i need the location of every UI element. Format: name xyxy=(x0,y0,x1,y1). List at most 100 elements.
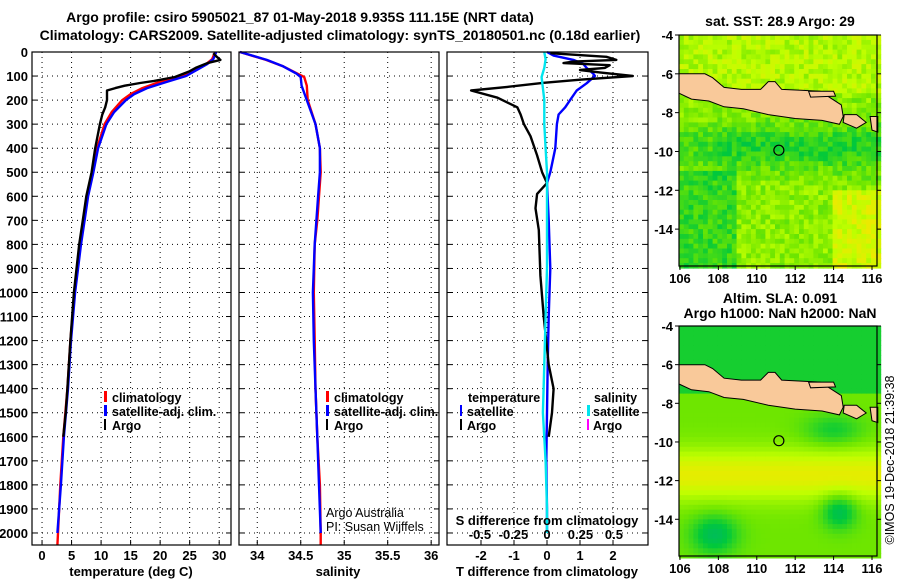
map-cell xyxy=(784,73,790,80)
map-cell xyxy=(803,117,810,123)
map-cell xyxy=(779,475,786,482)
map-cell xyxy=(856,136,862,143)
map-cell xyxy=(808,345,814,351)
map-cell xyxy=(683,166,690,172)
map-cell xyxy=(871,543,877,549)
map-cell xyxy=(799,122,805,128)
map-cell xyxy=(770,451,776,457)
map-cell xyxy=(727,475,733,482)
map-cell xyxy=(842,107,848,114)
map-cell xyxy=(861,519,867,525)
map-cell xyxy=(851,69,858,75)
map-cell xyxy=(727,156,733,162)
map-cell xyxy=(861,364,867,371)
map-cell xyxy=(712,73,718,80)
map-cell xyxy=(736,122,742,128)
map-cell xyxy=(698,499,704,506)
legend-swatch-t-argo xyxy=(460,419,462,430)
map-cell xyxy=(794,345,800,351)
map-cell xyxy=(751,543,757,549)
map-cell xyxy=(818,39,824,46)
map-cell xyxy=(741,39,747,46)
map-cell xyxy=(731,59,738,65)
lat-tick-label: -12 xyxy=(654,183,673,198)
map-cell xyxy=(746,446,752,453)
map-cell xyxy=(688,461,694,467)
map-cell xyxy=(770,432,776,438)
map-cell xyxy=(683,485,690,491)
map-cell xyxy=(751,369,757,375)
map-cell xyxy=(683,495,690,501)
map-cell xyxy=(679,243,685,250)
legend-swatch-climatology xyxy=(326,391,329,402)
map-cell xyxy=(727,117,733,123)
map-cell xyxy=(847,330,853,337)
map-cell xyxy=(683,519,690,525)
map-cell xyxy=(755,330,762,337)
map-cell xyxy=(736,141,742,148)
map-cell xyxy=(832,88,838,94)
map-cell xyxy=(712,427,718,433)
map-cell xyxy=(760,403,766,409)
map-cell xyxy=(770,519,776,525)
map-cell xyxy=(770,350,776,356)
map-cell xyxy=(755,83,762,89)
map-cell xyxy=(794,166,800,172)
map-cell xyxy=(832,548,838,554)
map-cell xyxy=(755,504,762,511)
map-cell xyxy=(847,204,853,211)
map-cell xyxy=(779,359,786,366)
map-cell xyxy=(712,166,718,172)
map-cell xyxy=(837,59,843,65)
map-cell xyxy=(679,422,685,428)
map-cell xyxy=(731,446,738,453)
map-cell xyxy=(784,54,790,60)
map-cell xyxy=(755,146,762,153)
map-cell xyxy=(746,326,752,332)
map-cell xyxy=(703,509,709,515)
map-cell xyxy=(679,451,685,457)
map-cell xyxy=(799,243,805,250)
map-cell xyxy=(731,369,738,375)
depth-tick-label: 300 xyxy=(6,117,28,132)
map-cell xyxy=(688,54,694,60)
map-cell xyxy=(856,495,862,501)
map-cell xyxy=(827,238,834,245)
map-cell xyxy=(803,195,810,201)
map-cell xyxy=(731,485,738,491)
map-cell xyxy=(818,490,824,496)
map-cell xyxy=(683,538,690,544)
map-cell xyxy=(823,175,829,182)
map-cell xyxy=(832,466,838,472)
map-cell xyxy=(808,175,814,182)
map-cell xyxy=(813,127,819,133)
map-cell xyxy=(741,359,747,366)
map-cell xyxy=(688,359,694,366)
map-cell xyxy=(866,355,872,361)
map-cell xyxy=(707,350,714,356)
map-cell xyxy=(842,548,848,554)
map-cell xyxy=(866,107,872,114)
map-cell xyxy=(703,528,709,535)
map-cell xyxy=(875,224,882,230)
map-cell xyxy=(813,369,819,375)
map-cell xyxy=(808,451,814,457)
map-cell xyxy=(866,224,872,230)
map-cell xyxy=(851,326,858,332)
map-cell xyxy=(784,209,790,216)
map-cell xyxy=(751,471,757,477)
map-cell xyxy=(827,122,834,128)
map-cell xyxy=(760,408,766,414)
map-cell xyxy=(712,243,718,250)
map-cell xyxy=(799,456,805,462)
depth-tick-label: 500 xyxy=(6,165,28,180)
map-cell xyxy=(727,39,733,46)
map-cell xyxy=(842,122,848,128)
map-cell xyxy=(731,408,738,414)
map-cell xyxy=(813,528,819,535)
map-cell xyxy=(823,248,829,254)
map-cell xyxy=(818,461,824,467)
map-cell xyxy=(770,35,776,41)
map-cell xyxy=(779,185,786,191)
map-cell xyxy=(712,509,718,515)
